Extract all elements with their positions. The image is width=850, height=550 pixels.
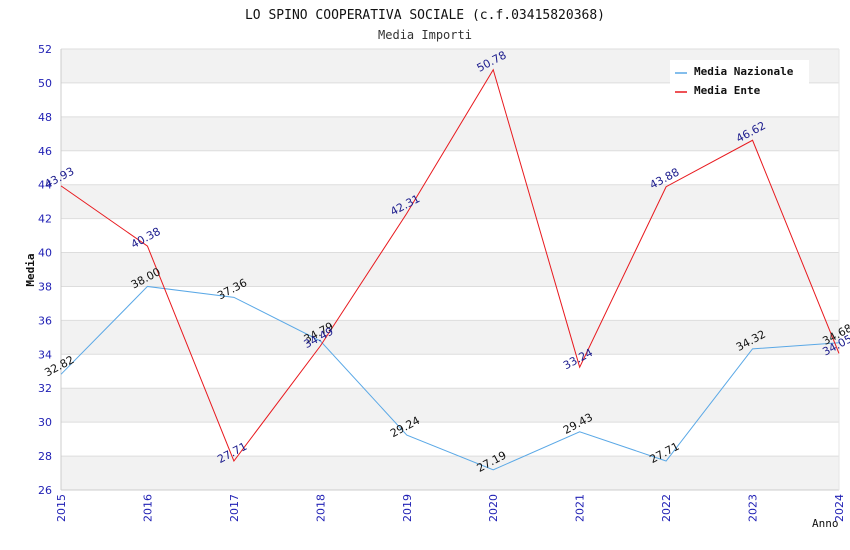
legend-label-media-ente: Media Ente [694,84,761,97]
y-tick-label: 44 [38,179,52,192]
x-tick-label: 2015 [55,494,68,522]
y-tick-label: 40 [38,247,52,260]
y-tick-label: 36 [38,314,52,327]
x-tick-label: 2020 [487,494,500,522]
y-tick-label: 42 [38,213,52,226]
y-tick-label: 52 [38,43,52,56]
grid-band [61,388,839,423]
series-lines [60,68,840,471]
grid-band [61,422,839,457]
chart-title: LO SPINO COOPERATIVA SOCIALE (c.f.034158… [245,8,605,23]
y-tick-label: 50 [38,77,52,90]
grid-band [61,286,839,321]
y-tick-label: 46 [38,145,52,158]
legend-box [670,60,809,101]
series-line-media-nazionale [60,285,840,471]
grid-band [61,320,839,355]
chart-subtitle: Media Importi [378,28,472,42]
y-tick-label: 48 [38,111,52,124]
y-tick-label: 28 [38,450,52,463]
x-tick-label: 2023 [747,494,760,522]
x-tick-label: 2021 [574,494,587,522]
legend: Media Nazionale Media Ente [670,60,809,101]
grid-band [61,184,839,219]
x-tick-label: 2019 [401,494,414,522]
x-tick-label: 2017 [228,494,241,522]
x-axis: 2015 2016 2017 2018 2019 2020 2021 2022 2023 2024 [55,49,846,522]
legend-label-media-nazionale: Media Nazionale [694,65,794,78]
grid-band [61,150,839,185]
x-tick-label: 2016 [141,494,154,522]
y-tick-label: 38 [38,280,52,293]
x-tick-label: 2018 [314,494,327,522]
y-axis: 26 28 30 32 34 36 38 40 42 44 46 48 50 52 [38,43,62,497]
y-tick-label: 34 [38,348,52,361]
grid-band [61,218,839,253]
y-tick-label: 30 [38,416,52,429]
series-line-media-ente [60,68,840,463]
y-tick-label: 32 [38,382,52,395]
x-tick-label: 2024 [833,494,846,522]
x-axis-title: Anno [812,517,839,530]
grid-band [61,354,839,389]
grid-bands [61,48,839,491]
grid-band [61,456,839,490]
grid-band [61,116,839,151]
y-axis-title: Media [24,253,37,286]
grid-band [61,252,839,287]
x-tick-label: 2022 [660,494,673,522]
y-tick-label: 26 [38,484,52,497]
